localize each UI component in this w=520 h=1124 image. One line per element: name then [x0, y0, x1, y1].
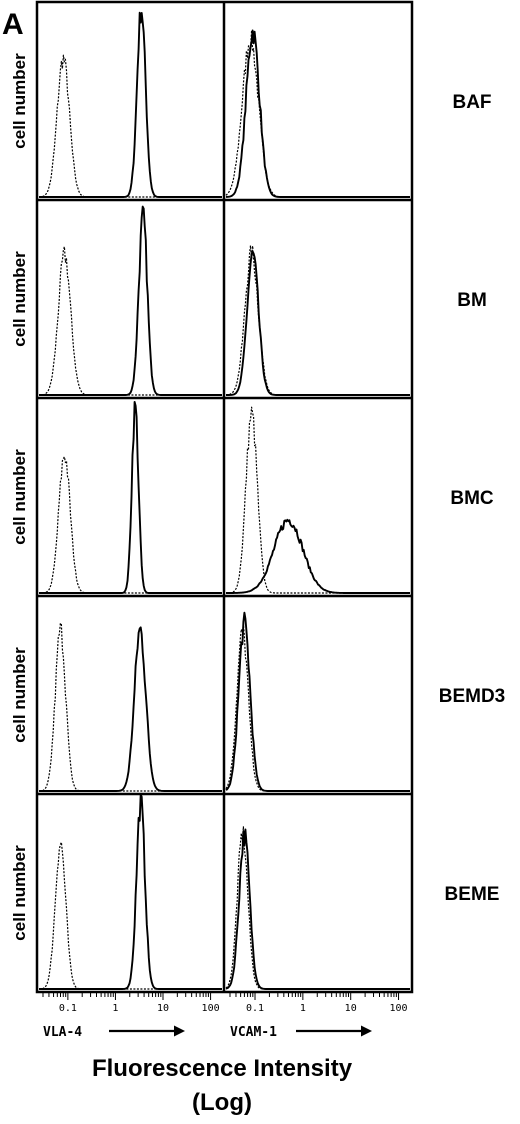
y-axis-label: cell number [10, 845, 29, 941]
y-axis-label: cell number [10, 53, 29, 149]
histogram-control-baf-vcam-1 [225, 29, 410, 198]
y-axis-label: cell number [10, 449, 29, 545]
histogram-control-baf-vla-4 [39, 54, 222, 198]
y-axis-label: cell number [10, 251, 29, 347]
x-tick-label: 1 [112, 1003, 118, 1014]
marker-label-vla-4: VLA-4 [43, 1025, 82, 1040]
histogram-stained-bm-vcam-1 [226, 250, 410, 396]
histogram-control-bmc-vcam-1 [226, 406, 410, 594]
x-tick-label: 0.1 [246, 1003, 264, 1014]
axis-arrow-head [361, 1025, 372, 1037]
axis-arrow-head [174, 1025, 185, 1037]
x-axis-title-line1: Fluorescence Intensity [92, 1055, 353, 1082]
x-tick-label: 1 [300, 1003, 306, 1014]
histogram-control-bm-vcam-1 [225, 244, 410, 396]
x-axis-title-line2: (Log) [192, 1089, 252, 1116]
row-label-bmc: BMC [450, 488, 494, 509]
x-tick-label: 100 [390, 1003, 408, 1014]
histogram-grid: cell number BAF cell number BM cell number BM… [10, 0, 506, 1040]
histogram-stained-bmc-vcam-1 [226, 518, 410, 594]
histogram-stained-beme-vcam-1 [225, 828, 410, 990]
row-label-beme: BEME [445, 884, 500, 905]
histogram-stained-bmc-vla-4 [39, 400, 222, 594]
panel-letter: A [2, 8, 24, 41]
histogram-stained-bemd3-vla-4 [39, 626, 222, 792]
histogram-control-bemd3-vcam-1 [225, 624, 410, 792]
y-axis-label: cell number [10, 647, 29, 743]
histogram-stained-bm-vla-4 [39, 205, 222, 396]
row-label-baf: BAF [452, 92, 491, 113]
marker-label-vcam-1: VCAM-1 [230, 1025, 277, 1040]
histogram-stained-bemd3-vcam-1 [225, 611, 410, 792]
x-tick-label: 100 [202, 1003, 220, 1014]
histogram-control-beme-vla-4 [38, 841, 222, 990]
x-tick-label: 0.1 [59, 1003, 77, 1014]
histogram-control-bemd3-vla-4 [38, 622, 222, 792]
histogram-stained-baf-vcam-1 [226, 29, 410, 198]
histogram-stained-beme-vla-4 [39, 793, 222, 990]
x-tick-label: 10 [157, 1003, 169, 1014]
row-label-bm: BM [457, 290, 487, 311]
row-label-bemd3: BEMD3 [439, 686, 506, 707]
histogram-stained-baf-vla-4 [39, 11, 222, 198]
x-tick-label: 10 [345, 1003, 357, 1014]
histogram-control-bm-vla-4 [38, 246, 222, 396]
